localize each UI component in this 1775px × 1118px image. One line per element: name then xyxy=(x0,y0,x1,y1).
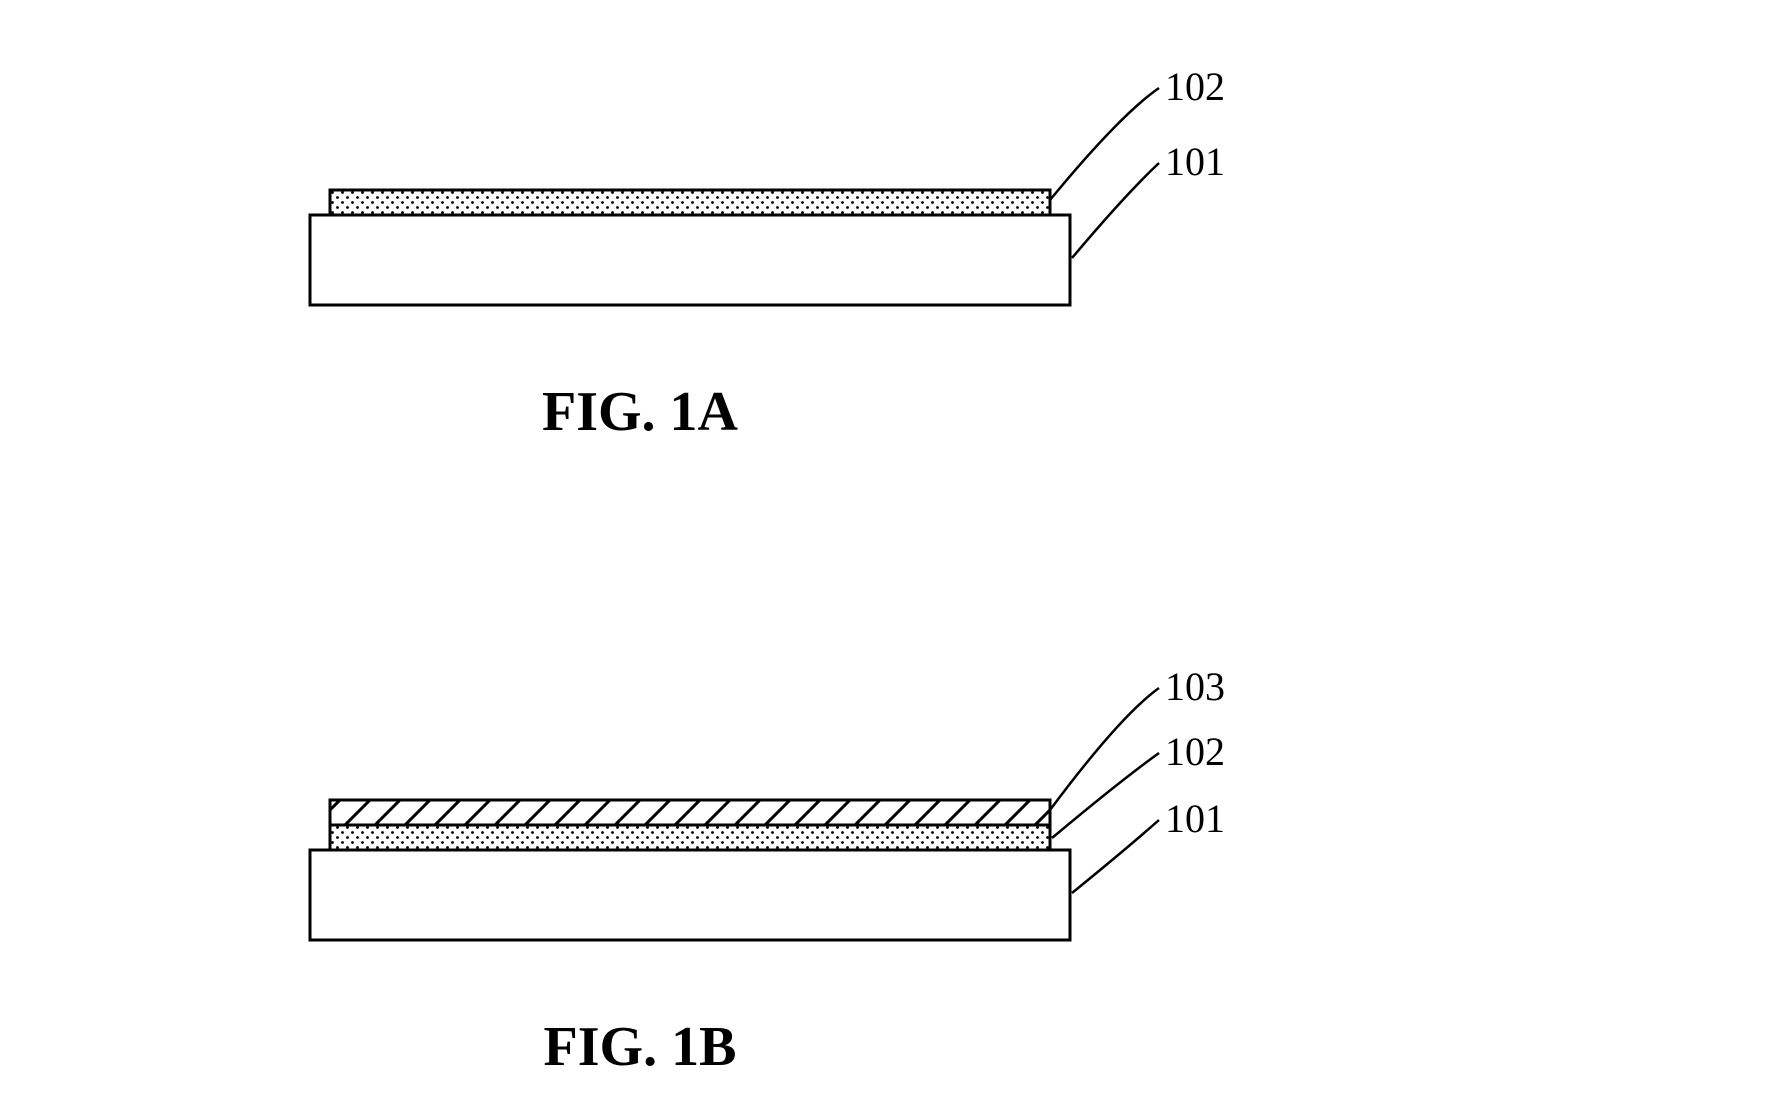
figure-title: FIG. 1B xyxy=(544,1016,737,1078)
fig-b-ref-101-label: 101 xyxy=(1165,796,1225,841)
fig-a-ref-102-label: 102 xyxy=(1165,64,1225,109)
fig-a-ref-101-leader xyxy=(1072,163,1159,258)
fig-b-layer-102 xyxy=(330,825,1050,850)
fig-b-layer-103 xyxy=(330,800,1050,825)
fig-a-substrate-101 xyxy=(310,215,1070,305)
fig-a-layer-102 xyxy=(330,190,1050,215)
fig-a-ref-102-leader xyxy=(1050,88,1159,200)
fig-b-substrate-101 xyxy=(310,850,1070,940)
fig-b-ref-103-leader xyxy=(1050,688,1159,810)
figure-title: FIG. 1A xyxy=(542,381,739,443)
fig-b-ref-103-label: 103 xyxy=(1165,664,1225,709)
fig-a-ref-101-label: 101 xyxy=(1165,139,1225,184)
fig-b-ref-101-leader xyxy=(1072,820,1159,893)
fig-b-ref-102-label: 102 xyxy=(1165,729,1225,774)
fig-b-ref-102-leader xyxy=(1052,753,1159,838)
